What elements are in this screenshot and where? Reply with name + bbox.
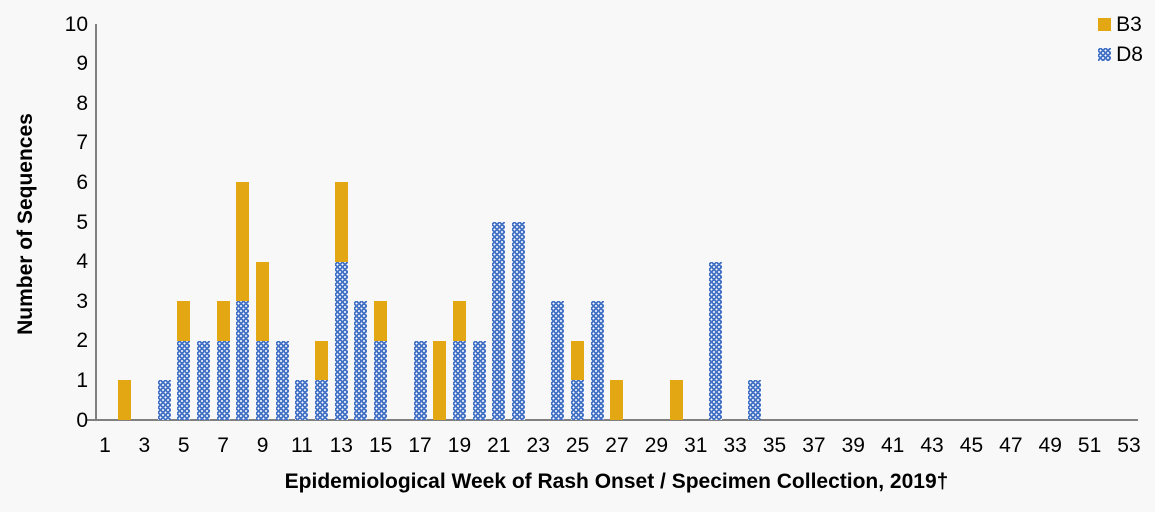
bar-segment-d8-week-4 bbox=[157, 380, 171, 420]
bar-segment-b3-week-15 bbox=[374, 301, 388, 341]
legend-swatch-b3 bbox=[1098, 18, 1112, 31]
bar-segment-d8-week-9 bbox=[256, 340, 270, 420]
bar-segment-d8-week-6 bbox=[196, 340, 210, 420]
x-tick-label: 25 bbox=[565, 434, 590, 457]
bar-segment-d8-week-25 bbox=[571, 380, 585, 420]
x-tick-label: 3 bbox=[138, 434, 151, 457]
legend-label-b3: B3 bbox=[1116, 13, 1142, 36]
y-tick-label: 3 bbox=[76, 289, 88, 313]
legend-label-d8: D8 bbox=[1116, 43, 1143, 66]
bar-segment-d8-week-11 bbox=[295, 380, 309, 420]
legend-swatch-d8 bbox=[1098, 48, 1112, 61]
x-tick-label: 45 bbox=[959, 434, 984, 457]
bar-segment-b3-week-9 bbox=[256, 261, 270, 341]
x-tick-label: 17 bbox=[408, 434, 432, 457]
x-tick-label: 43 bbox=[920, 434, 944, 457]
x-tick-label: 9 bbox=[256, 434, 269, 457]
bar-segment-b3-week-7 bbox=[216, 301, 230, 341]
x-tick-label: 41 bbox=[881, 434, 905, 457]
bar-segment-d8-week-7 bbox=[216, 340, 230, 420]
x-axis-title: Epidemiological Week of Rash Onset / Spe… bbox=[284, 470, 949, 493]
x-tick-label: 39 bbox=[841, 434, 865, 457]
y-axis-title: Number of Sequences bbox=[14, 113, 37, 335]
legend-item-b3: B3 bbox=[1098, 14, 1143, 35]
bar-segment-d8-week-8 bbox=[236, 301, 250, 420]
x-tick-label: 11 bbox=[291, 434, 313, 457]
bar-segment-d8-week-17 bbox=[413, 340, 427, 420]
bar-segment-d8-week-34 bbox=[748, 380, 762, 420]
bar-segment-d8-week-12 bbox=[315, 380, 329, 420]
x-tick-label: 47 bbox=[999, 434, 1023, 457]
x-axis-line bbox=[87, 419, 1138, 421]
bar-segment-b3-week-2 bbox=[118, 380, 132, 420]
bar-segment-d8-week-15 bbox=[374, 340, 388, 420]
legend: B3 D8 bbox=[1098, 14, 1143, 74]
x-tick-label: 37 bbox=[802, 434, 826, 457]
y-axis-line bbox=[95, 24, 97, 421]
x-tick-label: 5 bbox=[177, 434, 190, 457]
y-tick-label: 1 bbox=[76, 368, 88, 392]
x-tick-label: 51 bbox=[1077, 434, 1102, 457]
bar-segment-d8-week-10 bbox=[275, 340, 289, 420]
x-tick-label: 35 bbox=[762, 434, 787, 457]
bar-segment-d8-week-22 bbox=[512, 222, 526, 420]
bar-segment-d8-week-21 bbox=[492, 222, 506, 420]
bar-segment-d8-week-19 bbox=[452, 340, 466, 420]
bar-segment-d8-week-5 bbox=[177, 340, 191, 420]
bar-segment-d8-week-32 bbox=[708, 261, 722, 420]
x-tick-label: 7 bbox=[217, 434, 229, 457]
y-tick-label: 10 bbox=[64, 12, 88, 36]
bar-segment-b3-week-19 bbox=[452, 301, 466, 341]
x-tick-label: 33 bbox=[723, 434, 747, 457]
bar-segment-d8-week-14 bbox=[354, 301, 368, 420]
bar-segment-b3-week-18 bbox=[433, 340, 447, 420]
bar-segment-d8-week-13 bbox=[334, 261, 348, 420]
bar-segment-b3-week-8 bbox=[236, 182, 250, 302]
bar-segment-b3-week-5 bbox=[177, 301, 191, 341]
x-tick-label: 29 bbox=[644, 434, 669, 457]
x-tick-label: 1 bbox=[99, 434, 111, 457]
x-tick-label: 53 bbox=[1117, 434, 1141, 457]
bar-segment-b3-week-27 bbox=[610, 380, 624, 420]
x-tick-label: 19 bbox=[447, 434, 472, 457]
bar-segment-d8-week-26 bbox=[590, 301, 604, 420]
bar-segment-d8-week-20 bbox=[472, 340, 486, 420]
legend-item-d8: D8 bbox=[1098, 44, 1143, 65]
y-tick-label: 9 bbox=[76, 52, 88, 76]
y-tick-label: 4 bbox=[76, 250, 88, 274]
bar-segment-d8-week-24 bbox=[551, 301, 565, 420]
x-tick-label: 21 bbox=[487, 434, 511, 457]
bar-segment-b3-week-12 bbox=[315, 340, 329, 381]
bar-segment-b3-week-25 bbox=[571, 340, 585, 381]
y-tick-label: 0 bbox=[76, 408, 88, 432]
y-tick-label: 5 bbox=[76, 210, 88, 234]
y-tick-label: 7 bbox=[76, 131, 88, 155]
x-tick-label: 13 bbox=[329, 434, 353, 457]
y-tick-label: 2 bbox=[76, 329, 88, 353]
bar-segment-b3-week-30 bbox=[669, 380, 683, 420]
x-tick-label: 31 bbox=[684, 434, 708, 457]
x-tick-label: 27 bbox=[605, 434, 629, 457]
y-tick-label: 6 bbox=[76, 170, 88, 194]
x-tick-label: 49 bbox=[1038, 434, 1062, 457]
x-tick-label: 15 bbox=[369, 434, 393, 457]
x-tick-label: 23 bbox=[526, 434, 550, 457]
bar-segment-b3-week-13 bbox=[334, 182, 348, 262]
y-tick-label: 8 bbox=[76, 91, 88, 115]
